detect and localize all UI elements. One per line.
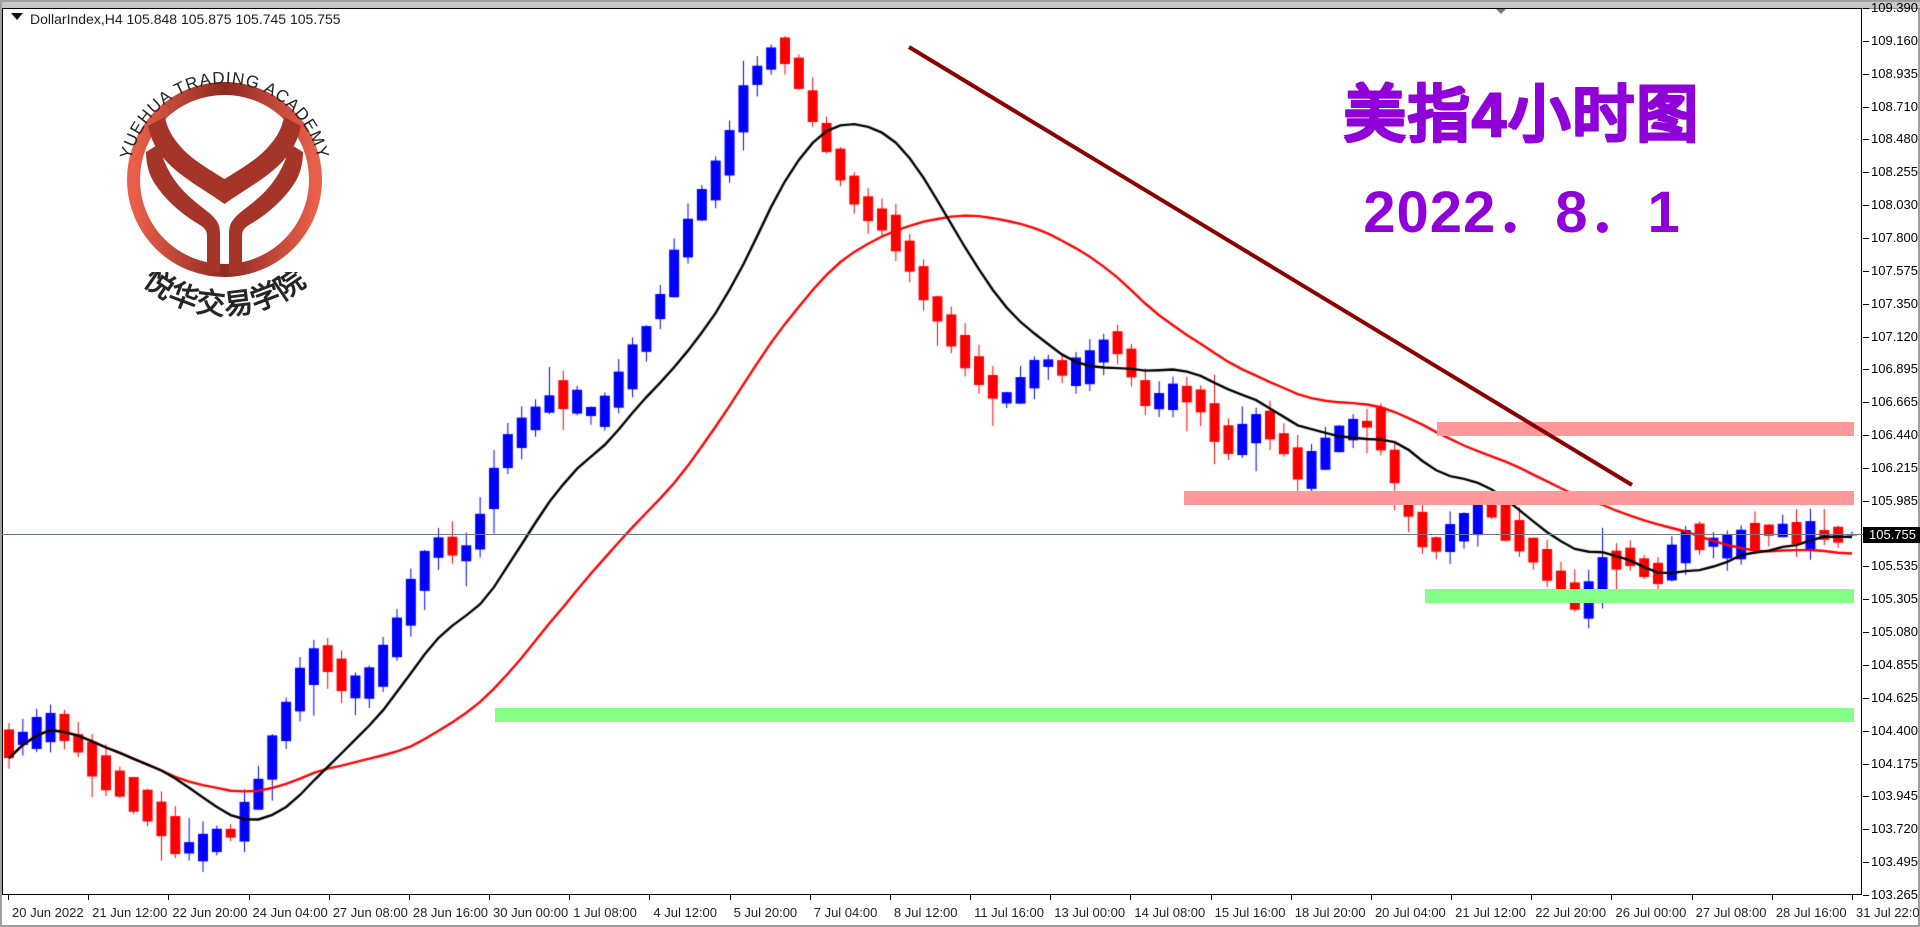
svg-text:YUEHUA TRADING ACADEMY: YUEHUA TRADING ACADEMY — [116, 68, 332, 161]
svg-text:悦华交易学院: 悦华交易学院 — [138, 272, 312, 322]
